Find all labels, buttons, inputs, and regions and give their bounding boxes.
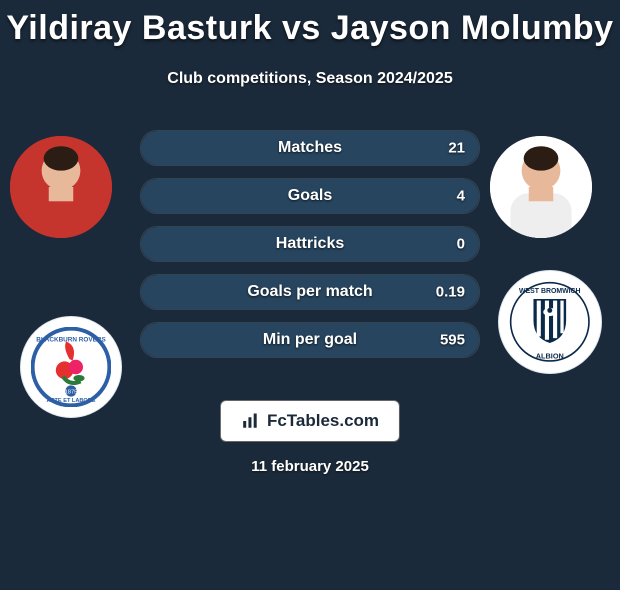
player-left-avatar <box>10 136 112 238</box>
bar-label: Min per goal <box>263 331 357 349</box>
subtitle: Club competitions, Season 2024/2025 <box>0 70 620 88</box>
svg-text:1875: 1875 <box>65 389 77 395</box>
bar-label: Goals <box>288 187 332 205</box>
stat-bar: Matches 21 <box>140 130 480 166</box>
bar-chart-icon <box>241 412 259 430</box>
stats-bar-group: Matches 21 Goals 4 Hattricks 0 Goals per match… <box>140 130 480 370</box>
bar-value-right: 0 <box>457 236 465 253</box>
svg-text:ALBION: ALBION <box>536 352 564 361</box>
bar-label: Matches <box>278 139 342 157</box>
brand-text: FcTables.com <box>267 411 379 431</box>
stat-bar: Goals per match 0.19 <box>140 274 480 310</box>
svg-text:ARTE ET LABORE: ARTE ET LABORE <box>46 398 95 404</box>
stat-bar: Min per goal 595 <box>140 322 480 358</box>
player-right-avatar <box>490 136 592 238</box>
stat-bar: Goals 4 <box>140 178 480 214</box>
bar-value-right: 595 <box>440 332 465 349</box>
player1-name: Yildiray Basturk <box>6 9 272 47</box>
bar-label: Hattricks <box>276 235 344 253</box>
stat-bar: Hattricks 0 <box>140 226 480 262</box>
club-right-badge: WEST BROMWICH ALBION <box>498 270 602 374</box>
svg-text:BLACKBURN ROVERS: BLACKBURN ROVERS <box>36 336 106 343</box>
svg-text:WEST BROMWICH: WEST BROMWICH <box>519 288 581 295</box>
date-text: 11 february 2025 <box>0 458 620 475</box>
vs-separator: vs <box>282 9 321 47</box>
player2-name: Jayson Molumby <box>331 9 614 47</box>
page-title: Yildiray Basturk vs Jayson Molumby <box>0 10 620 47</box>
club-left-badge: BLACKBURN ROVERS ARTE ET LABORE 1875 <box>20 316 122 418</box>
bar-value-right: 21 <box>448 140 465 157</box>
brand-badge: FcTables.com <box>220 400 400 442</box>
bar-value-right: 4 <box>457 188 465 205</box>
bar-value-right: 0.19 <box>436 284 465 301</box>
bar-label: Goals per match <box>247 283 372 301</box>
